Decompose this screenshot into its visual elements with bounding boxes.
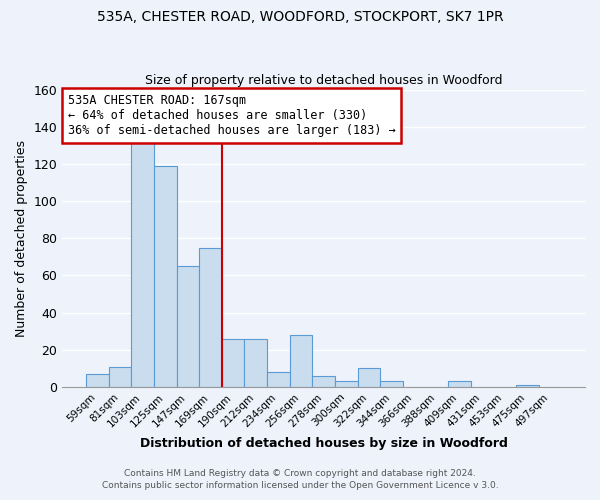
Bar [154,166,176,387]
Bar [176,266,199,387]
X-axis label: Distribution of detached houses by size in Woodford: Distribution of detached houses by size … [140,437,508,450]
Bar [244,338,267,387]
Text: 535A, CHESTER ROAD, WOODFORD, STOCKPORT, SK7 1PR: 535A, CHESTER ROAD, WOODFORD, STOCKPORT,… [97,10,503,24]
Bar [448,382,471,387]
Y-axis label: Number of detached properties: Number of detached properties [15,140,28,337]
Bar [358,368,380,387]
Bar [267,372,290,387]
Title: Size of property relative to detached houses in Woodford: Size of property relative to detached ho… [145,74,502,87]
Text: 535A CHESTER ROAD: 167sqm
← 64% of detached houses are smaller (330)
36% of semi: 535A CHESTER ROAD: 167sqm ← 64% of detac… [68,94,395,137]
Bar [109,366,131,387]
Bar [199,248,222,387]
Bar [222,338,244,387]
Bar [516,385,539,387]
Bar [290,335,313,387]
Bar [335,382,358,387]
Text: Contains HM Land Registry data © Crown copyright and database right 2024.
Contai: Contains HM Land Registry data © Crown c… [101,468,499,490]
Bar [380,382,403,387]
Bar [86,374,109,387]
Bar [313,376,335,387]
Bar [131,142,154,387]
